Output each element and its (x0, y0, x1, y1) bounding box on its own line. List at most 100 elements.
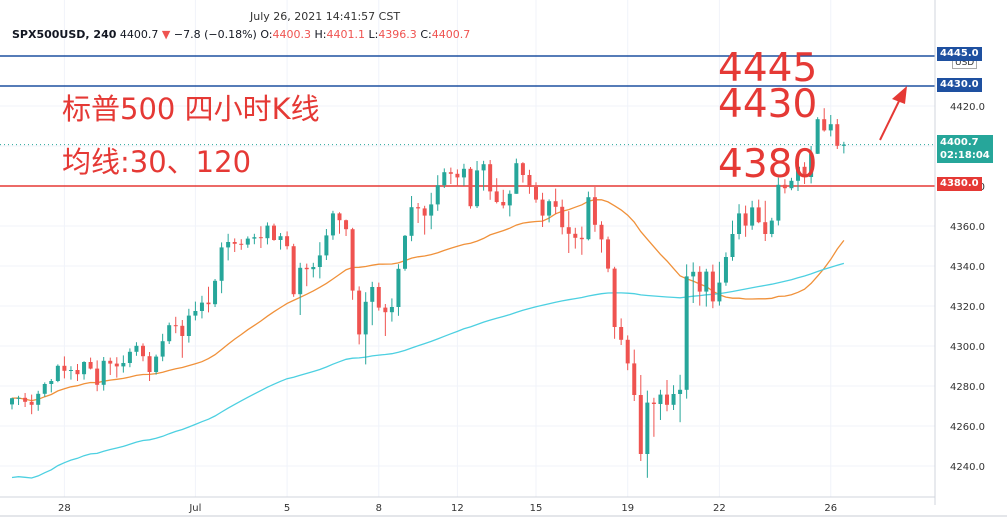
candle (245, 236, 250, 248)
candle-body (127, 351, 132, 363)
candle-body (245, 238, 250, 245)
candle (363, 292, 368, 365)
candle (573, 227, 578, 249)
annotation-title: 标普500 四小时K线 (62, 92, 320, 126)
candle (68, 366, 73, 380)
candle (599, 221, 604, 253)
symbol-label[interactable]: SPX500USD, 240 (12, 28, 117, 41)
candle (540, 192, 545, 227)
candle-body (547, 201, 552, 216)
candle-body (494, 191, 499, 202)
candle-body (219, 247, 224, 281)
candle (750, 200, 755, 230)
candle-body (75, 370, 80, 375)
candle-body (291, 246, 296, 295)
candle (704, 268, 709, 307)
candle (416, 203, 421, 223)
candle-body (514, 163, 519, 194)
candle-body (455, 173, 460, 178)
chart-timestamp: July 26, 2021 14:41:57 CST (250, 10, 401, 23)
candles[interactable] (10, 108, 846, 478)
candle-body (756, 207, 761, 223)
candle (383, 304, 388, 336)
candle-body (540, 199, 545, 216)
annotation-level-4380: 4380 (718, 142, 818, 187)
candle-body (101, 360, 106, 385)
time-axis[interactable]: 28 Jul 5 8 12 15 19 22 26 (58, 503, 837, 514)
candle (461, 163, 466, 186)
candle-body (461, 168, 466, 178)
candle-body (475, 170, 480, 207)
candle-body (285, 236, 290, 247)
candle-body (16, 397, 21, 399)
candle (665, 380, 669, 412)
candle-body (376, 287, 381, 308)
candle (82, 361, 87, 380)
candle (88, 357, 93, 370)
candle-body (108, 360, 113, 364)
candle-body (566, 227, 571, 234)
candle-body (534, 187, 538, 200)
candle-body (625, 339, 630, 364)
candle (534, 182, 538, 203)
time-tick-label: 12 (451, 503, 464, 514)
close-label: C: (420, 28, 432, 41)
price-tick-label: 4240.0 (950, 462, 985, 473)
candle (606, 236, 611, 273)
candle (632, 349, 637, 401)
candle (507, 190, 512, 217)
time-tick-label: 15 (530, 503, 543, 514)
badge-4380: 4380.0 (937, 177, 982, 191)
candle (403, 235, 407, 271)
candle (815, 117, 820, 154)
candle-body (154, 356, 159, 372)
candle-body (717, 282, 722, 302)
candle-body (232, 242, 237, 244)
candle (55, 364, 60, 383)
candle (841, 141, 846, 154)
candle-body (527, 175, 532, 187)
candle-body (36, 393, 41, 405)
candle-body (42, 384, 47, 394)
candle (121, 355, 126, 373)
low-value: 4396.3 (378, 28, 417, 41)
candle (10, 397, 14, 410)
candle (226, 233, 231, 261)
arrow-icon (879, 86, 907, 141)
candle-body (357, 290, 362, 335)
candle (206, 286, 211, 313)
low-label: L: (368, 28, 379, 41)
candle (468, 167, 473, 209)
candle-body (147, 356, 152, 372)
candle (802, 162, 807, 184)
candle-body (763, 222, 768, 234)
candle (304, 263, 309, 287)
candle-body (252, 237, 257, 239)
candle (357, 286, 362, 345)
candle (154, 354, 159, 375)
candle (75, 364, 80, 381)
time-tick-label: 5 (284, 503, 290, 514)
candle-body (488, 164, 493, 192)
ma120-line (11, 262, 845, 479)
candle (16, 395, 21, 405)
candle (442, 168, 447, 188)
candle (697, 266, 702, 306)
candle-body (389, 307, 394, 313)
price-tick-label: 4260.0 (950, 422, 985, 433)
candle-body (173, 325, 178, 327)
candle (285, 231, 290, 250)
candle (186, 308, 191, 343)
high-value: 4401.1 (326, 28, 365, 41)
candle (272, 223, 276, 241)
candle (494, 178, 499, 204)
candle (763, 200, 768, 241)
open-value: 4400.3 (272, 28, 311, 41)
price-tick-label: 4420.0 (950, 102, 985, 113)
candle (737, 204, 742, 240)
annotation-ma-periods: 均线:30、120 (62, 145, 252, 179)
candle-body (193, 311, 198, 316)
candle (49, 379, 54, 393)
candle-body (651, 402, 656, 404)
